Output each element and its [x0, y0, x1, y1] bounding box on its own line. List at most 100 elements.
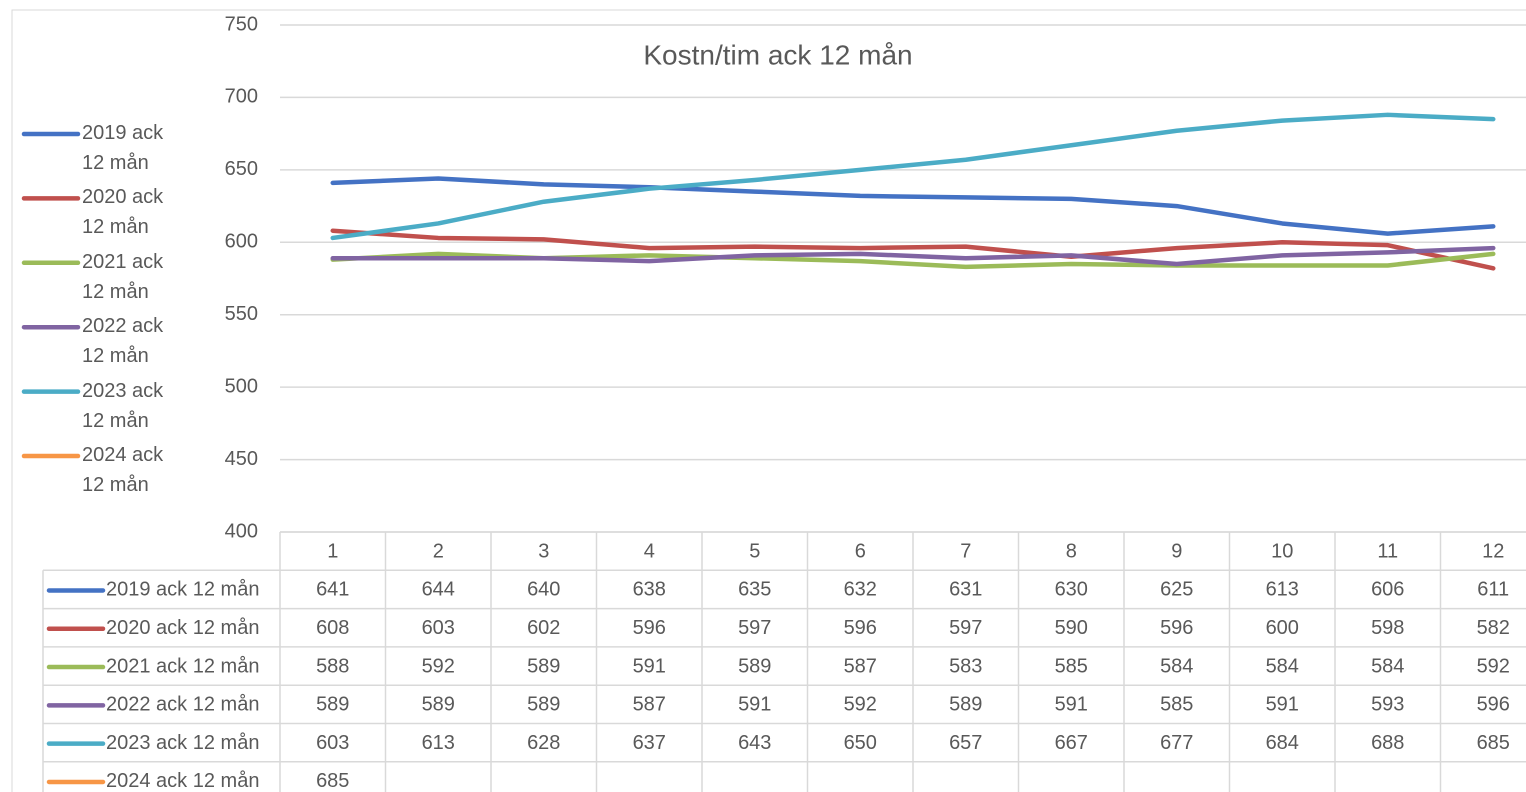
- table-cell: 597: [949, 617, 982, 639]
- table-row-label: 2022 ack 12 mån: [106, 694, 259, 716]
- table-cell: 589: [422, 694, 455, 716]
- table-cell: 591: [1055, 694, 1088, 716]
- table-cell: 596: [1160, 617, 1193, 639]
- x-tick-label: 8: [1066, 540, 1077, 562]
- table-cell: 584: [1371, 655, 1404, 677]
- table-cell: 688: [1371, 732, 1404, 754]
- y-tick-label: 750: [225, 13, 258, 35]
- legend-label: 2021 ack 12 mån: [82, 250, 164, 303]
- table-cell: 603: [316, 732, 349, 754]
- legend-label: 2020 ack 12 mån: [82, 186, 164, 239]
- table-cell: 657: [949, 732, 982, 754]
- table-cell: 587: [844, 655, 877, 677]
- table-cell: 587: [633, 694, 666, 716]
- table-cell: 685: [316, 770, 349, 792]
- table-cell: 667: [1055, 732, 1088, 754]
- table-cell: 589: [527, 694, 560, 716]
- table-row-label: 2019 ack 12 mån: [106, 579, 259, 601]
- table-cell: 613: [1266, 579, 1299, 601]
- x-tick-label: 9: [1171, 540, 1182, 562]
- table-cell: 603: [422, 617, 455, 639]
- table-cell: 643: [738, 732, 771, 754]
- x-tick-label: 12: [1482, 540, 1504, 562]
- x-tick-label: 10: [1271, 540, 1293, 562]
- table-cell: 591: [1266, 694, 1299, 716]
- table-cell: 596: [633, 617, 666, 639]
- table-cell: 597: [738, 617, 771, 639]
- table-cell: 592: [422, 655, 455, 677]
- table-cell: 584: [1266, 655, 1299, 677]
- table-cell: 589: [738, 655, 771, 677]
- x-tick-label: 6: [855, 540, 866, 562]
- table-cell: 596: [844, 617, 877, 639]
- table-row-label: 2024 ack 12 mån: [106, 770, 259, 792]
- series-line: [330, 245, 1496, 267]
- table-cell: 613: [422, 732, 455, 754]
- table-cell: 598: [1371, 617, 1404, 639]
- table-cell: 628: [527, 732, 560, 754]
- table-cell: 585: [1160, 694, 1193, 716]
- legend-label: 2024 ack 12 mån: [82, 444, 164, 496]
- table-cell: 611: [1477, 579, 1509, 601]
- table-cell: 583: [949, 655, 982, 677]
- table-cell: 684: [1266, 732, 1299, 754]
- legend-label: 2019 ack 12 mån: [82, 122, 164, 174]
- x-tick-label: 2: [433, 540, 444, 562]
- table-cell: 600: [1266, 617, 1299, 639]
- x-tick-label: 4: [644, 540, 655, 562]
- table-cell: 592: [844, 694, 877, 716]
- x-tick-label: 11: [1377, 540, 1398, 562]
- table-cell: 582: [1477, 617, 1510, 639]
- series-line: [330, 228, 1496, 271]
- table-cell: 592: [1477, 655, 1510, 677]
- table-cell: 589: [949, 694, 982, 716]
- series-line: [330, 176, 1496, 236]
- table-cell: 637: [633, 732, 666, 754]
- chart-border: [11, 9, 1526, 792]
- legend-label: 2023 ack 12 mån: [82, 379, 164, 432]
- table-cell: 593: [1371, 694, 1404, 716]
- table-row-label: 2021 ack 12 mån: [106, 655, 259, 677]
- table-cell: 606: [1371, 579, 1404, 601]
- y-tick-label: 400: [225, 520, 258, 542]
- table-cell: 591: [738, 694, 771, 716]
- chart-title: Kostn/tim ack 12 mån: [643, 39, 912, 70]
- table-cell: 635: [738, 579, 771, 601]
- table-cell: 640: [527, 579, 560, 601]
- y-tick-label: 500: [225, 375, 258, 397]
- table-cell: 625: [1160, 579, 1193, 601]
- legend-label: 2022 ack 12 mån: [82, 315, 164, 368]
- y-tick-label: 700: [225, 86, 258, 108]
- y-tick-label: 450: [225, 448, 258, 470]
- x-tick-label: 1: [327, 540, 338, 562]
- y-tick-label: 550: [225, 303, 258, 325]
- table-cell: 589: [527, 655, 560, 677]
- table-cell: 631: [949, 579, 982, 601]
- table-cell: 602: [527, 617, 560, 639]
- table-row-label: 2020 ack 12 mån: [106, 617, 259, 639]
- table-cell: 585: [1055, 655, 1088, 677]
- table-cell: 641: [316, 579, 349, 601]
- table-cell: 590: [1055, 617, 1088, 639]
- y-tick-label: 650: [225, 158, 258, 180]
- y-tick-label: 600: [225, 231, 258, 253]
- table-cell: 650: [844, 732, 877, 754]
- table-cell: 588: [316, 655, 349, 677]
- x-tick-label: 3: [538, 540, 549, 562]
- table-cell: 677: [1160, 732, 1193, 754]
- table-cell: 632: [844, 579, 877, 601]
- table-cell: 591: [633, 655, 666, 677]
- x-tick-label: 5: [749, 540, 760, 562]
- table-cell: 589: [316, 694, 349, 716]
- x-tick-label: 7: [960, 540, 971, 562]
- series-line: [330, 112, 1496, 241]
- table-cell: 608: [316, 617, 349, 639]
- table-row-label: 2023 ack 12 mån: [106, 732, 259, 754]
- table-cell: 584: [1160, 655, 1193, 677]
- table-cell: 596: [1477, 694, 1510, 716]
- table-cell: 638: [633, 579, 666, 601]
- table-cell: 644: [422, 579, 455, 601]
- table-cell: 685: [1477, 732, 1510, 754]
